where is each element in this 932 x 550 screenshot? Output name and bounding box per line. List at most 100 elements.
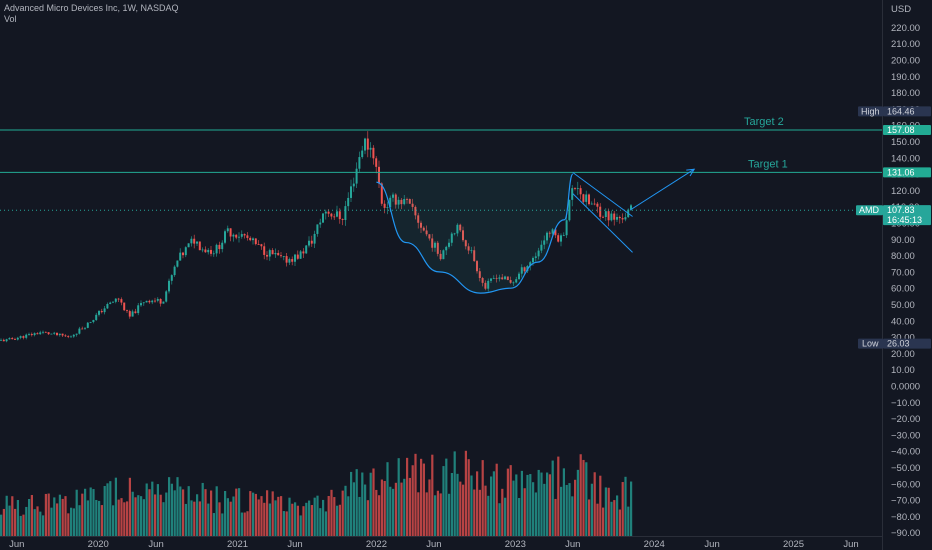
channel-upper-line[interactable]	[572, 172, 633, 217]
candle-body	[596, 203, 599, 207]
volume-bar	[347, 496, 350, 536]
candle-body	[576, 188, 579, 189]
candle-body	[78, 328, 81, 334]
volume-bar	[249, 491, 252, 536]
volume-bar	[534, 492, 537, 536]
candle-body	[506, 276, 509, 281]
volume-bar	[336, 505, 339, 536]
candle-body	[434, 242, 436, 248]
candle-body	[378, 166, 380, 184]
volume-bar	[226, 498, 229, 536]
volume-bar	[280, 496, 283, 536]
time-tick-label: Jun	[565, 539, 580, 550]
candle-body	[28, 334, 30, 335]
volume-bar	[39, 511, 42, 536]
volume-bar	[344, 485, 347, 536]
volume-bar	[487, 495, 490, 536]
candle-body	[252, 238, 254, 241]
time-tick-label: 2022	[366, 539, 387, 550]
volume-bar	[378, 495, 381, 536]
time-axis[interactable]: Jun 2020 Jun 2021 Jun 2022 Jun 2023 Jun 2024 Jun 20…	[9, 539, 859, 550]
price-tick-label: 140.00	[891, 153, 920, 164]
candle-body	[288, 259, 291, 263]
time-tick-label: 2021	[227, 539, 248, 550]
volume-bar	[568, 483, 571, 536]
volume-bar	[294, 502, 297, 536]
candle-body	[599, 206, 602, 217]
volume-bar	[352, 482, 355, 536]
volume-bar	[439, 493, 442, 536]
volume-bar	[316, 495, 319, 536]
candle-body	[445, 246, 448, 251]
volume-bar	[464, 450, 467, 536]
candle-body	[523, 267, 526, 272]
candle-body	[145, 300, 148, 303]
candle-body	[492, 277, 495, 279]
price-tick-label: 10.00	[891, 365, 915, 376]
candle-body	[509, 280, 512, 283]
volume-bar	[201, 482, 204, 536]
candle-body	[607, 211, 610, 221]
volume-bar	[257, 499, 260, 536]
price-axis[interactable]: USD 220.00210.00200.00190.00180.00170.00…	[891, 4, 920, 539]
volume-bar	[81, 493, 84, 536]
volume-bar	[624, 476, 627, 536]
candle-body	[81, 328, 84, 330]
volume-bar	[61, 498, 64, 536]
cup-curve[interactable]	[376, 173, 574, 294]
volume-bar	[16, 500, 19, 536]
channel-lower-line[interactable]	[572, 193, 633, 253]
candle-body	[557, 235, 560, 242]
candle-body	[162, 301, 165, 304]
candle-body	[243, 234, 246, 236]
price-tick-label: 70.00	[891, 267, 915, 278]
target-2-tag: 157.08	[883, 125, 931, 135]
candle-body	[616, 217, 618, 220]
price-tick-label: −90.00	[891, 528, 920, 539]
candle-body	[140, 303, 142, 306]
volume-bar	[179, 486, 182, 536]
candle-body	[324, 211, 327, 214]
candle-body	[546, 232, 548, 241]
candle-body	[470, 250, 473, 252]
low-value: 26.03	[887, 339, 910, 349]
volume-bar	[380, 479, 383, 536]
volume-bar	[397, 458, 400, 536]
volume-bar	[422, 463, 425, 536]
candle-body	[305, 245, 308, 254]
candle-body	[126, 310, 128, 312]
volume-bar	[512, 480, 515, 536]
volume-bar	[630, 481, 633, 536]
volume-bar	[414, 453, 417, 536]
price-tick-label: −40.00	[891, 447, 920, 458]
candle-body	[8, 338, 11, 340]
candle-body	[316, 224, 319, 234]
volume-bar	[459, 481, 462, 536]
price-tags: High 164.46 157.08 131.06 AMD 107.83 16:…	[856, 106, 931, 349]
time-tick-label: 2025	[783, 539, 804, 550]
candle-body	[408, 199, 411, 204]
time-tick-label: Jun	[287, 539, 302, 550]
candle-body	[551, 229, 554, 234]
volume-bar	[254, 493, 257, 536]
price-tick-label: −30.00	[891, 430, 920, 441]
candle-body	[120, 299, 123, 303]
candle-body	[414, 206, 417, 216]
volume-bar	[369, 472, 372, 536]
candle-body	[148, 300, 151, 303]
candle-body	[389, 197, 392, 208]
candle-body	[459, 224, 462, 231]
volume-bar	[28, 498, 31, 536]
candle-body	[490, 278, 492, 281]
price-tick-label: −60.00	[891, 479, 920, 490]
candle-body	[190, 238, 193, 244]
candle-body	[212, 253, 215, 255]
volume-bar	[229, 501, 232, 536]
projection-arrow[interactable]	[630, 168, 695, 211]
candle-body	[266, 254, 268, 257]
candle-body	[630, 205, 632, 210]
volume-bar	[176, 477, 179, 536]
target-1-label: Target 1	[748, 158, 788, 170]
volume-bar	[428, 479, 431, 536]
